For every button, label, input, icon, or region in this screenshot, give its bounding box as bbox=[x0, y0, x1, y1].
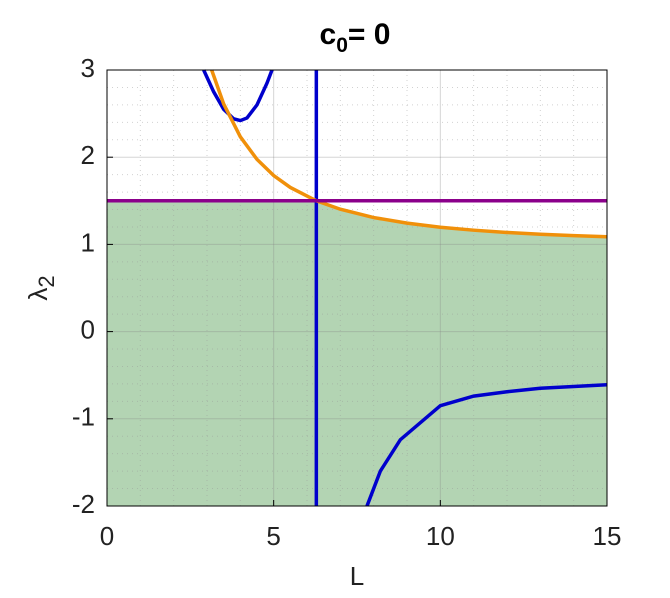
x-tick-label: 5 bbox=[266, 521, 280, 551]
y-axis-label: λ2 bbox=[23, 275, 59, 300]
shaded-area bbox=[107, 200, 607, 507]
x-tick-label: 0 bbox=[100, 521, 114, 551]
line bbox=[365, 383, 608, 507]
x-tick-label: 15 bbox=[593, 521, 622, 551]
y-tick-label: 3 bbox=[81, 53, 95, 83]
line bbox=[210, 69, 608, 239]
y-tick-label: -2 bbox=[72, 489, 95, 519]
x-tick-label: 10 bbox=[426, 521, 455, 551]
y-tick-label: -1 bbox=[72, 402, 95, 432]
line bbox=[202, 69, 274, 123]
y-tick-label: 1 bbox=[81, 227, 95, 257]
x-axis-label: L bbox=[350, 561, 364, 591]
plot-border bbox=[106, 69, 608, 507]
y-tick-label: 2 bbox=[81, 140, 95, 170]
y-tick-label: 0 bbox=[81, 314, 95, 344]
chart-title: c0= 0 bbox=[320, 18, 391, 57]
